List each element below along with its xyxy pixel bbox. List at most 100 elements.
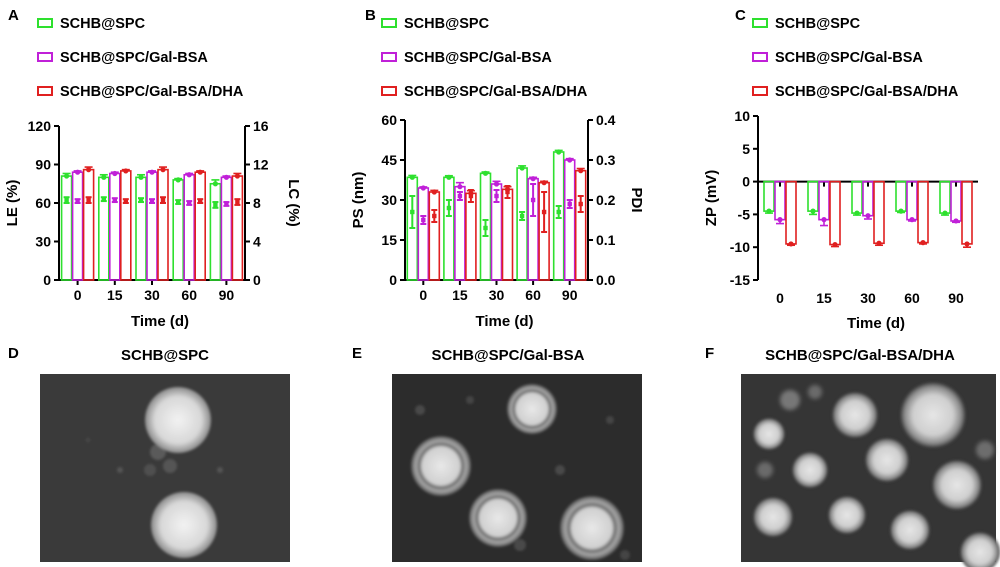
data-point bbox=[810, 209, 815, 214]
bar bbox=[808, 182, 818, 212]
y2-tick-label: 0 bbox=[253, 272, 261, 288]
panel-label-f: F bbox=[705, 345, 714, 362]
y2-tick-label: 0.2 bbox=[596, 192, 616, 208]
data-point bbox=[832, 242, 837, 247]
legend-entry: SCHB@SPC/Gal-BSA bbox=[60, 50, 208, 66]
data-point bbox=[224, 175, 229, 180]
bar bbox=[951, 182, 961, 221]
right-data-point bbox=[102, 197, 106, 201]
panel-label-b: B bbox=[365, 7, 376, 24]
data-point bbox=[235, 173, 240, 178]
right-data-point bbox=[224, 202, 228, 206]
data-point bbox=[898, 209, 903, 214]
bar bbox=[121, 171, 131, 280]
right-data-point bbox=[421, 218, 425, 222]
bar bbox=[517, 168, 527, 280]
micrograph-e: E SCHB@SPC/Gal-BSA bbox=[352, 345, 642, 562]
x-tick-label: 90 bbox=[219, 287, 235, 303]
bar bbox=[786, 182, 796, 244]
legend-entry: SCHB@SPC bbox=[404, 16, 490, 32]
data-point bbox=[123, 168, 128, 173]
y-tick-label: 120 bbox=[28, 118, 52, 134]
x-tick-label: 90 bbox=[948, 290, 964, 306]
right-data-point bbox=[161, 198, 165, 202]
nanoparticle bbox=[560, 496, 624, 560]
y-axis-label: LE (%) bbox=[4, 180, 21, 227]
panel-label-e: E bbox=[352, 345, 362, 362]
nanoparticle bbox=[507, 384, 557, 434]
y-tick-label: -15 bbox=[730, 272, 750, 288]
legend-entry: SCHB@SPC/Gal-BSA/DHA bbox=[775, 84, 959, 100]
bar bbox=[907, 182, 917, 220]
y-axis-label: PS (nm) bbox=[350, 172, 367, 229]
right-data-point bbox=[531, 198, 535, 202]
y2-tick-label: 16 bbox=[253, 118, 269, 134]
panel-label-a: A bbox=[8, 7, 19, 24]
right-data-point bbox=[520, 214, 524, 218]
bar bbox=[429, 192, 439, 280]
legend-swatch bbox=[753, 19, 767, 27]
right-data-point bbox=[187, 201, 191, 205]
x-tick-label: 30 bbox=[860, 290, 876, 306]
bar bbox=[84, 170, 94, 280]
legend-entry: SCHB@SPC/Gal-BSA/DHA bbox=[404, 84, 588, 100]
data-point bbox=[176, 177, 181, 182]
data-point bbox=[788, 241, 793, 246]
data-point bbox=[556, 149, 561, 154]
right-data-point bbox=[557, 210, 561, 214]
bar bbox=[184, 175, 194, 280]
data-point bbox=[483, 171, 488, 176]
right-data-point bbox=[579, 202, 583, 206]
micrograph-d: D SCHB@SPC bbox=[8, 345, 290, 562]
right-data-point bbox=[113, 198, 117, 202]
x-tick-label: 30 bbox=[489, 287, 505, 303]
data-point bbox=[777, 217, 782, 222]
legend-swatch bbox=[753, 87, 767, 95]
y-tick-label: 30 bbox=[35, 234, 51, 250]
bar bbox=[158, 170, 168, 280]
y-tick-label: 60 bbox=[381, 112, 397, 128]
y-tick-label: 0 bbox=[43, 272, 51, 288]
right-data-point bbox=[410, 210, 414, 214]
bar bbox=[232, 176, 242, 280]
bar bbox=[136, 177, 146, 280]
y2-tick-label: 0.0 bbox=[596, 272, 616, 288]
bar bbox=[173, 180, 183, 280]
y-tick-label: 10 bbox=[734, 108, 750, 124]
bar bbox=[195, 172, 205, 280]
legend-swatch bbox=[38, 53, 52, 61]
data-point bbox=[578, 168, 583, 173]
legend-entry: SCHB@SPC bbox=[60, 16, 146, 32]
micrograph-title-d: SCHB@SPC bbox=[121, 347, 209, 364]
legend-entry: SCHB@SPC/Gal-BSA bbox=[775, 50, 923, 66]
data-point bbox=[432, 189, 437, 194]
x-tick-label: 0 bbox=[74, 287, 82, 303]
data-point bbox=[160, 167, 165, 172]
right-data-point bbox=[568, 202, 572, 206]
data-point bbox=[531, 176, 536, 181]
bar bbox=[418, 188, 428, 280]
nanoparticle bbox=[890, 510, 930, 550]
y-tick-label: 30 bbox=[381, 192, 397, 208]
bar bbox=[819, 182, 829, 220]
bar bbox=[62, 176, 72, 280]
y2-tick-label: 0.3 bbox=[596, 152, 616, 168]
legend-entry: SCHB@SPC bbox=[775, 16, 861, 32]
nanoparticle bbox=[469, 489, 527, 547]
bar bbox=[73, 172, 83, 280]
data-point bbox=[446, 175, 451, 180]
bar bbox=[874, 182, 884, 244]
data-point bbox=[964, 241, 969, 246]
data-point bbox=[457, 184, 462, 189]
right-data-point bbox=[213, 203, 217, 207]
legend-swatch bbox=[382, 19, 396, 27]
nanoparticle bbox=[753, 497, 793, 537]
bar bbox=[565, 160, 575, 280]
x-axis-label: Time (d) bbox=[847, 315, 905, 332]
panel-label-c: C bbox=[735, 7, 746, 24]
micrograph-f: F SCHB@SPC/Gal-BSA/DHA bbox=[705, 345, 1000, 567]
data-point bbox=[86, 167, 91, 172]
bar bbox=[962, 182, 972, 244]
nanoparticle bbox=[932, 460, 982, 510]
nanoparticle bbox=[151, 492, 217, 558]
